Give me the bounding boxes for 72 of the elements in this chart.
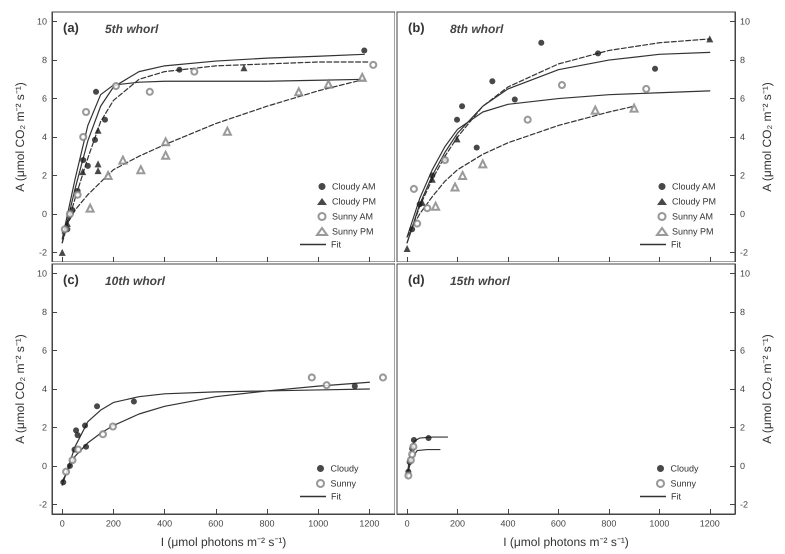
y-tick-label: 10 [36, 16, 47, 27]
text: 8th whorl [450, 22, 504, 36]
legend-label: Sunny PM [672, 226, 714, 236]
y2-axis-title: A (μmol CO₂ m⁻² s⁻¹) [760, 82, 774, 192]
legend-label: Sunny AM [672, 212, 714, 222]
y-tick-label: 10 [36, 268, 47, 279]
legend-label: Cloudy AM [332, 182, 376, 192]
text: (a) [63, 20, 79, 35]
y2-tick-label: 10 [740, 268, 750, 279]
legend-label: Fit [331, 240, 342, 250]
y2-tick-label: 2 [740, 422, 746, 432]
y2-tick-label: 10 [740, 16, 750, 27]
y2-tick-label: 0 [740, 460, 746, 471]
y-tick-label: 0 [42, 208, 47, 219]
legend-label: Sunny AM [332, 212, 374, 222]
y2-tick-label: 8 [740, 307, 746, 318]
x-axis-title: I (μmol photons m⁻² s⁻¹) [160, 535, 286, 549]
text: 15th whorl [450, 274, 511, 288]
legend-label: Cloudy PM [332, 196, 376, 206]
legend-label: Sunny [330, 478, 357, 488]
x-tick-label: 0 [404, 518, 410, 528]
x-tick-label: 1200 [700, 518, 720, 528]
y2-tick-label: -2 [740, 247, 748, 258]
text: 10th whorl [105, 274, 166, 288]
x-tick-label: 600 [550, 518, 566, 528]
y-tick-label: -2 [38, 247, 47, 258]
y2-axis-title: A (μmol CO₂ m⁻² s⁻¹) [760, 334, 774, 444]
legend-label: Cloudy PM [672, 196, 716, 206]
x-tick-label: 400 [500, 518, 516, 528]
y-tick-label: 4 [42, 132, 47, 142]
x-tick-label: 800 [601, 518, 616, 528]
y-tick-label: 2 [42, 422, 47, 432]
text: (b) [408, 20, 425, 35]
x-tick-label: 1200 [359, 518, 380, 528]
y2-tick-label: -2 [740, 499, 748, 510]
y-tick-label: 0 [42, 460, 47, 471]
y-tick-label: 2 [42, 170, 47, 180]
legend-label: Cloudy AM [672, 182, 716, 192]
y-tick-label: -2 [38, 499, 47, 510]
y2-tick-label: 0 [740, 208, 746, 219]
legend-label: Fit [671, 492, 682, 502]
y2-tick-label: 6 [740, 94, 746, 104]
y2-tick-label: 4 [740, 132, 746, 142]
legend-label: Fit [331, 492, 342, 502]
legend-label: Fit [671, 240, 682, 250]
y-axis-title: A (μmol CO₂ m⁻² s⁻¹) [13, 334, 28, 444]
x-axis-title: I (μmol photons m⁻² s⁻¹) [503, 535, 629, 549]
x-tick-label: 400 [157, 518, 172, 528]
y-tick-label: 8 [42, 307, 47, 318]
y2-tick-label: 2 [740, 170, 746, 180]
y2-tick-label: 6 [740, 346, 746, 356]
x-tick-label: 600 [208, 518, 224, 528]
legend-label: Cloudy [670, 464, 700, 474]
y-tick-label: 8 [42, 55, 47, 66]
text: (c) [63, 272, 79, 287]
legend-label: Sunny [670, 478, 697, 488]
x-tick-label: 200 [450, 518, 466, 528]
legend-label: Cloudy [330, 464, 360, 474]
y-axis-title: A (μmol CO₂ m⁻² s⁻¹) [13, 82, 28, 192]
x-tick-label: 1000 [308, 518, 328, 528]
y-tick-label: 6 [42, 94, 47, 104]
y2-tick-label: 8 [740, 55, 746, 66]
y-tick-label: 4 [42, 384, 47, 394]
text: (d) [408, 272, 425, 287]
legend-label: Sunny PM [332, 226, 374, 236]
text: 5th whorl [105, 22, 159, 36]
x-tick-label: 0 [60, 518, 65, 528]
y-tick-label: 6 [42, 346, 47, 356]
y2-tick-label: 4 [740, 384, 746, 394]
x-tick-label: 800 [260, 518, 275, 528]
x-tick-label: 200 [106, 518, 121, 528]
x-tick-label: 1000 [649, 518, 670, 528]
